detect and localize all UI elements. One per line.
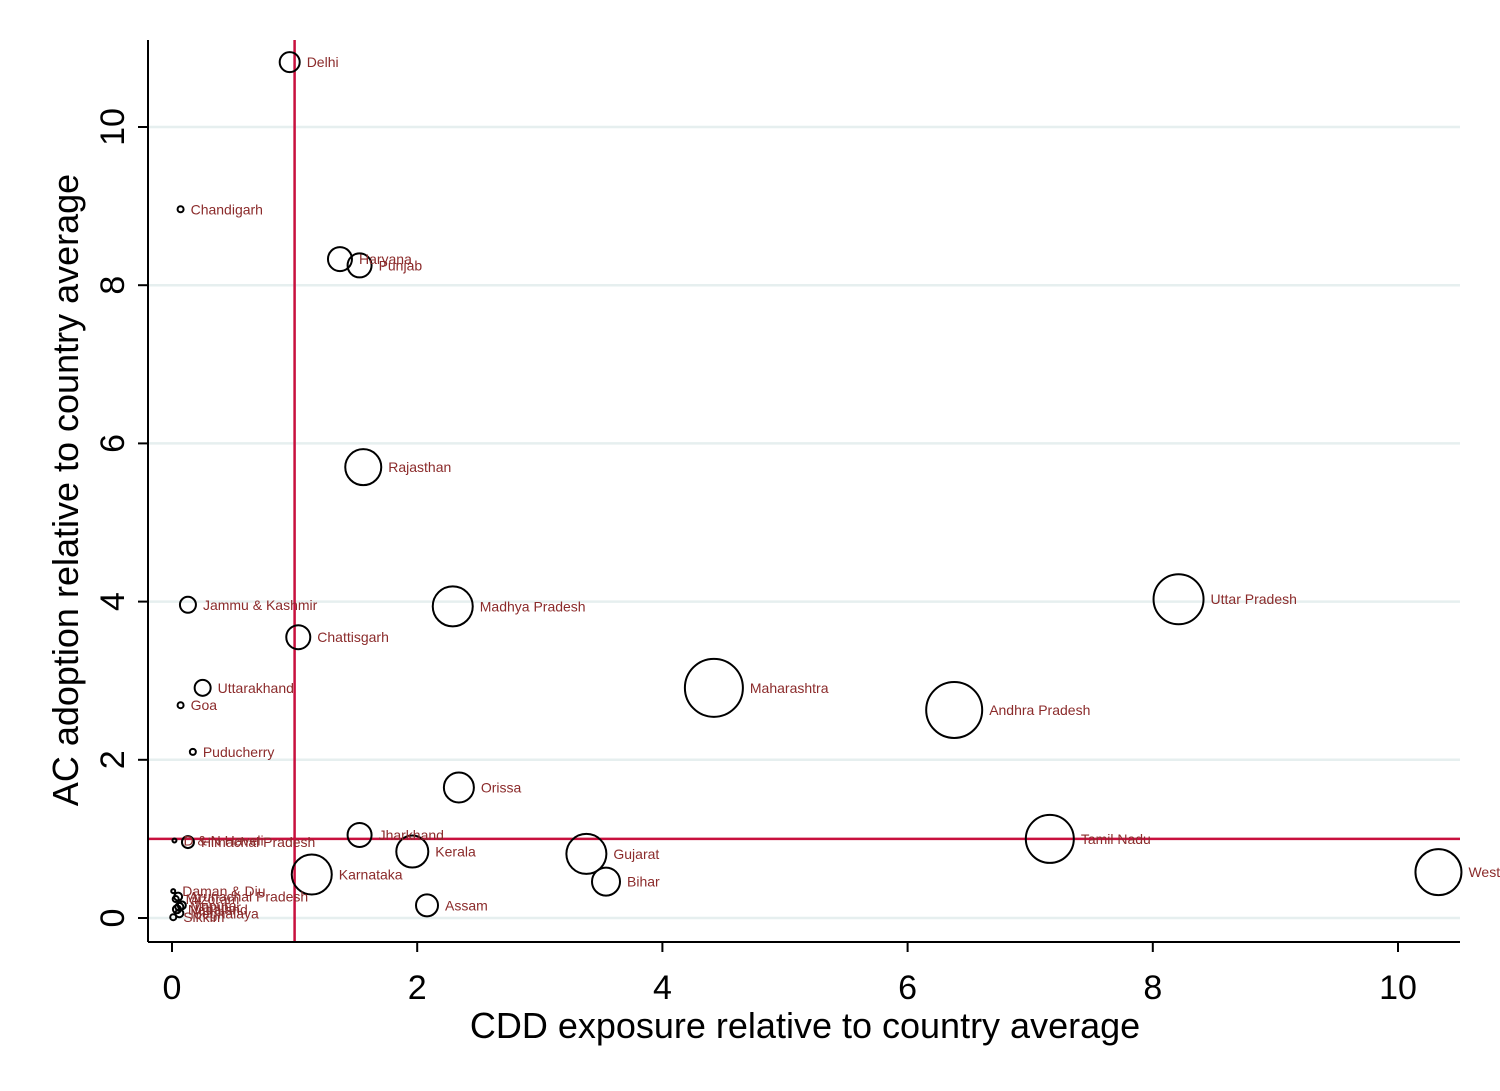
point-manipur bbox=[174, 901, 185, 912]
y-tick-label: 4 bbox=[94, 592, 132, 611]
point-label-chandigarh: Chandigarh bbox=[191, 201, 263, 217]
point-d-n-haveli bbox=[171, 837, 178, 844]
point-kerala bbox=[395, 834, 430, 869]
data-points bbox=[169, 51, 1463, 922]
x-tick-label: 4 bbox=[653, 969, 672, 1007]
point-mizoram bbox=[171, 895, 180, 904]
point-orissa bbox=[442, 771, 475, 804]
point-bihar bbox=[591, 866, 622, 897]
point-label-orissa: Orissa bbox=[481, 779, 522, 795]
point-jammu-kashmir bbox=[178, 595, 197, 614]
point-maharashtra bbox=[683, 657, 744, 718]
point-delhi bbox=[278, 51, 301, 74]
point-label-assam: Assam bbox=[445, 897, 488, 913]
point-label-punjab: Punjab bbox=[379, 257, 423, 273]
x-tick-label: 8 bbox=[1143, 969, 1162, 1007]
point-label-delhi: Delhi bbox=[307, 54, 339, 70]
point-assam bbox=[415, 893, 440, 918]
point-label-arunachal-pradesh: Arunachal Pradesh bbox=[189, 889, 308, 905]
point-west-bengal bbox=[1414, 848, 1463, 897]
point-label-uttar-pradesh: Uttar Pradesh bbox=[1211, 591, 1297, 607]
point-andhra-pradesh bbox=[925, 680, 984, 739]
point-label-maharashtra: Maharashtra bbox=[750, 680, 829, 696]
point-label-kerala: Kerala bbox=[435, 844, 476, 860]
point-punjab bbox=[346, 252, 373, 279]
reference-lines bbox=[148, 40, 1460, 942]
point-label-haryana: Haryana bbox=[359, 251, 412, 267]
point-madhya-pradesh bbox=[431, 585, 474, 628]
point-label-goa: Goa bbox=[191, 697, 218, 713]
point-label-uttarakhand: Uttarakhand bbox=[218, 680, 294, 696]
point-label-himachal-pradesh: Himachal Pradesh bbox=[201, 834, 315, 850]
point-sikkim bbox=[169, 913, 178, 922]
y-axis-title: AC adoption relative to country average bbox=[45, 174, 86, 806]
point-tamil-nadu bbox=[1024, 813, 1075, 864]
point-label-meghalaya: Meghalaya bbox=[190, 905, 259, 921]
point-label-mizoram: Mizoram bbox=[186, 891, 240, 907]
point-label-daman-diu: Daman & Diu bbox=[182, 883, 265, 899]
point-chattisgarh bbox=[285, 624, 312, 651]
x-axis-title: CDD exposure relative to country average bbox=[470, 1005, 1140, 1046]
point-label-puducherry: Puducherry bbox=[203, 744, 275, 760]
point-meghalaya bbox=[174, 908, 185, 919]
point-label-d-n-haveli: D & N Haveli bbox=[183, 832, 263, 848]
point-karnataka bbox=[290, 853, 333, 896]
x-tick-label: 10 bbox=[1379, 969, 1417, 1007]
point-goa bbox=[176, 701, 185, 710]
y-tick-label: 2 bbox=[94, 750, 132, 769]
point-haryana bbox=[326, 246, 353, 273]
point-label-tripura: Tripura bbox=[193, 897, 237, 913]
point-label-sikkim: Sikkim bbox=[183, 909, 224, 925]
point-label-jammu-kashmir: Jammu & Kashmir bbox=[203, 597, 318, 613]
point-label-bihar: Bihar bbox=[627, 874, 660, 890]
point-jharkhand bbox=[346, 821, 373, 848]
point-uttarakhand bbox=[193, 678, 212, 697]
x-tick-label: 2 bbox=[408, 969, 427, 1007]
point-label-madhya-pradesh: Madhya Pradesh bbox=[480, 598, 586, 614]
x-tick-label: 6 bbox=[898, 969, 917, 1007]
point-label-karnataka: Karnataka bbox=[339, 866, 403, 882]
point-label-gujarat: Gujarat bbox=[613, 846, 659, 862]
axes: 0 2 4 6 8 10 0 2 4 6 8 10 bbox=[94, 40, 1460, 1007]
point-chandigarh bbox=[176, 205, 185, 214]
y-tick-label: 8 bbox=[94, 276, 132, 295]
point-label-manipur: Manipur bbox=[190, 899, 241, 915]
point-label-nagaland: Nagaland bbox=[188, 901, 248, 917]
y-tick-label: 6 bbox=[94, 434, 132, 453]
point-label-tamil-nadu: Tamil Nadu bbox=[1081, 831, 1151, 847]
point-gujarat bbox=[565, 832, 608, 875]
y-tick-label: 10 bbox=[94, 108, 132, 146]
point-label-rajasthan: Rajasthan bbox=[388, 459, 451, 475]
point-label-jharkhand: Jharkhand bbox=[379, 827, 444, 843]
point-rajasthan bbox=[344, 448, 383, 487]
point-label-west-bengal: West Bengal bbox=[1468, 864, 1500, 880]
grid-layer bbox=[148, 125, 1460, 920]
point-label-chattisgarh: Chattisgarh bbox=[317, 629, 389, 645]
point-himachal-pradesh bbox=[180, 835, 195, 850]
point-daman-diu bbox=[170, 888, 177, 895]
point-label-andhra-pradesh: Andhra Pradesh bbox=[989, 702, 1090, 718]
point-uttar-pradesh bbox=[1152, 573, 1205, 626]
x-tick-label: 0 bbox=[163, 969, 182, 1007]
y-tick-label: 0 bbox=[94, 909, 132, 928]
point-puducherry bbox=[188, 747, 197, 756]
